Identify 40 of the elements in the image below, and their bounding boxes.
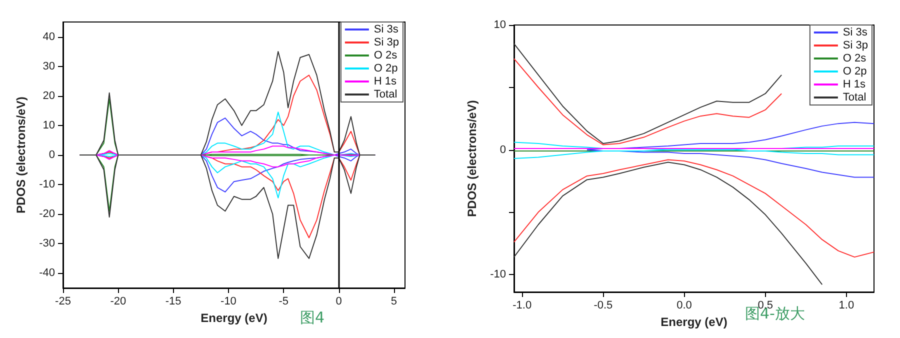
y-tick-label: -40 <box>39 267 55 280</box>
y-axis-title: PDOS (electrons/eV) <box>14 96 28 214</box>
legend-label: H 1s <box>374 76 398 88</box>
legend-label: Si 3p <box>842 40 868 52</box>
x-tick-label: -15 <box>165 296 182 308</box>
y-tick-label: 40 <box>42 30 55 43</box>
y-tick-label: -20 <box>39 208 55 220</box>
y-tick-label: 0 <box>48 149 55 161</box>
legend-label: Si 3s <box>374 24 399 36</box>
legend-label: O 2s <box>374 50 398 62</box>
y-tick-label: 0 <box>500 144 506 156</box>
y-tick-label: -10 <box>39 178 55 191</box>
legend-label: Si 3s <box>842 26 868 38</box>
y-tick-label: 10 <box>42 119 55 132</box>
legend-label: Si 3p <box>374 36 400 48</box>
x-tick-label: -1.0 <box>512 300 532 312</box>
y-axis-title: PDOS (electrons/eV) <box>465 100 479 217</box>
x-tick-label: -25 <box>55 296 71 308</box>
x-tick-label: -5 <box>278 296 289 308</box>
y-tick-label: 20 <box>42 90 55 102</box>
legend-label: O 2p <box>374 62 398 74</box>
legend-label: Total <box>374 88 398 100</box>
y-tick-label: -10 <box>490 268 506 281</box>
x-tick-label: 1.0 <box>838 300 854 312</box>
x-tick-label: -20 <box>110 296 126 308</box>
x-tick-label: -0.5 <box>594 300 613 312</box>
legend-label: H 1s <box>842 78 866 90</box>
x-tick-label: 5 <box>390 296 398 308</box>
legend-label: O 2p <box>842 66 867 78</box>
legend-label: O 2s <box>842 52 867 64</box>
legend-label: Total <box>842 92 866 104</box>
x-axis-title: Energy (eV) <box>200 310 268 325</box>
x-axis-title: Energy (eV) <box>660 314 728 329</box>
y-tick-label: 30 <box>42 60 55 72</box>
x-tick-label: 0 <box>336 296 342 308</box>
y-tick-label: -30 <box>39 238 55 250</box>
y-tick-label: 10 <box>494 19 506 31</box>
caption: 图4 <box>300 308 325 326</box>
x-tick-label: -10 <box>220 296 236 308</box>
x-tick-label: 0.0 <box>676 300 692 312</box>
